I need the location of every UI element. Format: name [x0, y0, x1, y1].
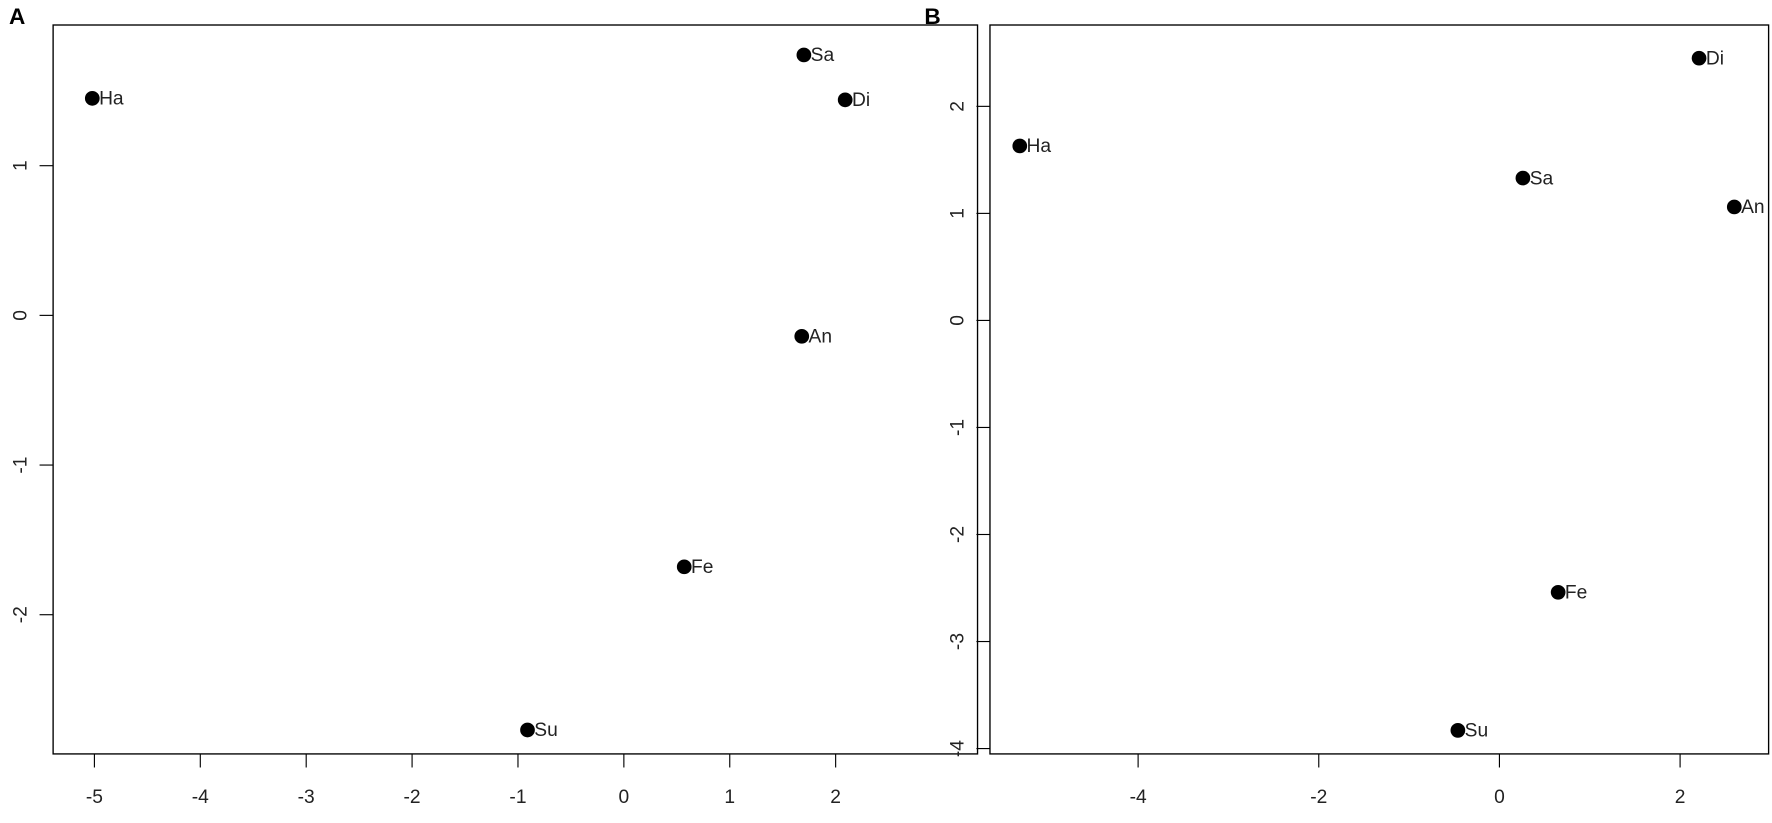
point-label: Sa	[1530, 168, 1554, 189]
point	[84, 91, 100, 106]
y-tick-label: 1	[11, 160, 32, 171]
x-tick-label: 0	[619, 787, 630, 808]
x-tick-label: -2	[1310, 787, 1327, 808]
x-tick-label: 2	[830, 787, 841, 808]
point-label: Di	[1706, 48, 1724, 69]
point	[1450, 723, 1466, 738]
point	[1691, 50, 1707, 66]
y-tick-label: -4	[947, 740, 968, 757]
y-tick-label: -2	[11, 606, 32, 623]
y-tick-label: 0	[947, 315, 968, 326]
point	[1012, 138, 1028, 154]
point-label: Di	[852, 90, 870, 111]
x-tick-label: -4	[1130, 787, 1147, 808]
point	[1515, 170, 1531, 186]
point-label: Su	[534, 720, 558, 741]
point	[520, 722, 535, 738]
point	[837, 92, 853, 108]
x-tick-label: -3	[298, 787, 315, 808]
point	[676, 559, 692, 575]
y-tick-label: -3	[947, 633, 968, 650]
point-label: Ha	[99, 89, 124, 110]
x-tick-label: -2	[404, 787, 421, 808]
x-tick-label: 0	[1494, 787, 1505, 808]
point	[796, 47, 812, 63]
point-label: Sa	[811, 45, 835, 66]
point	[1550, 584, 1566, 600]
y-tick-label: 2	[947, 101, 968, 112]
x-tick-label: 1	[724, 787, 735, 808]
x-tick-label: -4	[192, 787, 209, 808]
panel-label: A	[9, 4, 25, 29]
panel-label: B	[924, 4, 940, 29]
point-label: An	[1741, 197, 1765, 218]
point-label: An	[809, 327, 832, 348]
y-tick-label: 0	[11, 310, 32, 321]
x-tick-label: -5	[86, 787, 103, 808]
x-tick-label: 2	[1675, 787, 1686, 808]
x-tick-label: -1	[509, 787, 526, 808]
y-tick-label: -1	[947, 419, 968, 436]
y-tick-label: -2	[947, 526, 968, 543]
point-label: Fe	[1565, 583, 1587, 604]
plot-frame	[989, 24, 1770, 755]
plot-frame	[52, 24, 979, 755]
y-tick-label: -1	[11, 457, 32, 474]
y-tick-label: 1	[947, 208, 968, 219]
point-label: Ha	[1027, 136, 1052, 157]
point	[1726, 199, 1742, 215]
point-label: Fe	[691, 557, 713, 578]
point	[794, 328, 810, 344]
point-label: Su	[1465, 721, 1488, 742]
